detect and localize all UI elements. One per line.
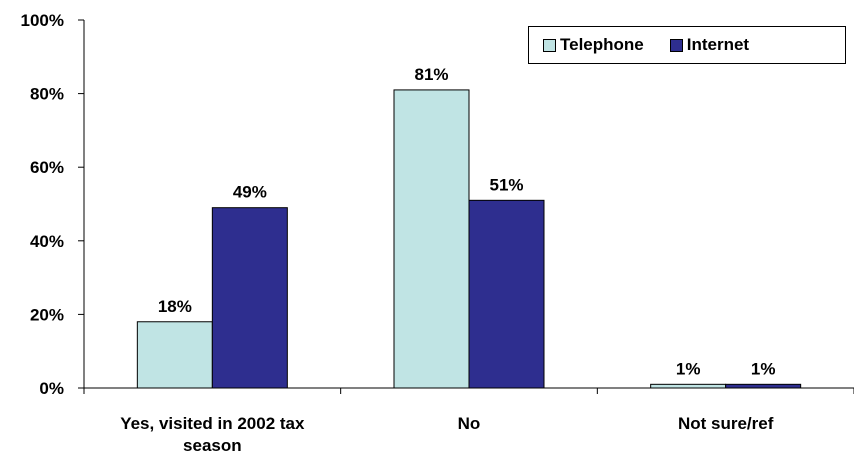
y-tick-label: 0% xyxy=(39,379,64,398)
y-tick-label: 100% xyxy=(21,11,64,30)
y-tick-label: 40% xyxy=(30,232,64,251)
data-label-telephone-0: 18% xyxy=(158,297,192,316)
y-tick-label: 80% xyxy=(30,85,64,104)
bar-telephone-1 xyxy=(393,89,470,389)
x-category-label: season xyxy=(183,436,242,455)
data-label-internet-2: 1% xyxy=(751,359,776,378)
x-category-label: No xyxy=(458,414,481,433)
data-label-internet-0: 49% xyxy=(233,183,267,202)
bar-internet-1 xyxy=(468,199,545,389)
y-tick-label: 20% xyxy=(30,305,64,324)
legend-swatch-internet xyxy=(669,38,683,52)
bar-telephone-0 xyxy=(136,321,213,389)
legend-label-telephone: Telephone xyxy=(560,35,644,54)
legend: Telephone Internet xyxy=(528,26,846,64)
legend-item-internet: Internet xyxy=(669,35,750,55)
chart-bars xyxy=(136,89,802,389)
x-category-label: Not sure/ref xyxy=(678,414,774,433)
x-category-label: Yes, visited in 2002 tax xyxy=(120,414,305,433)
legend-label-internet: Internet xyxy=(686,35,750,54)
data-label-telephone-1: 81% xyxy=(414,65,448,84)
bar-telephone-2 xyxy=(650,383,727,389)
data-label-internet-1: 51% xyxy=(489,175,523,194)
bar-internet-0 xyxy=(211,207,288,389)
legend-item-telephone: Telephone xyxy=(543,35,644,55)
data-label-telephone-2: 1% xyxy=(676,359,701,378)
y-tick-label: 60% xyxy=(30,158,64,177)
bar-internet-2 xyxy=(725,383,802,389)
chart-labels: 18% 49% Yes, visited in 2002 tax season 81% 5… xyxy=(120,65,775,455)
legend-swatch-telephone xyxy=(543,38,556,52)
